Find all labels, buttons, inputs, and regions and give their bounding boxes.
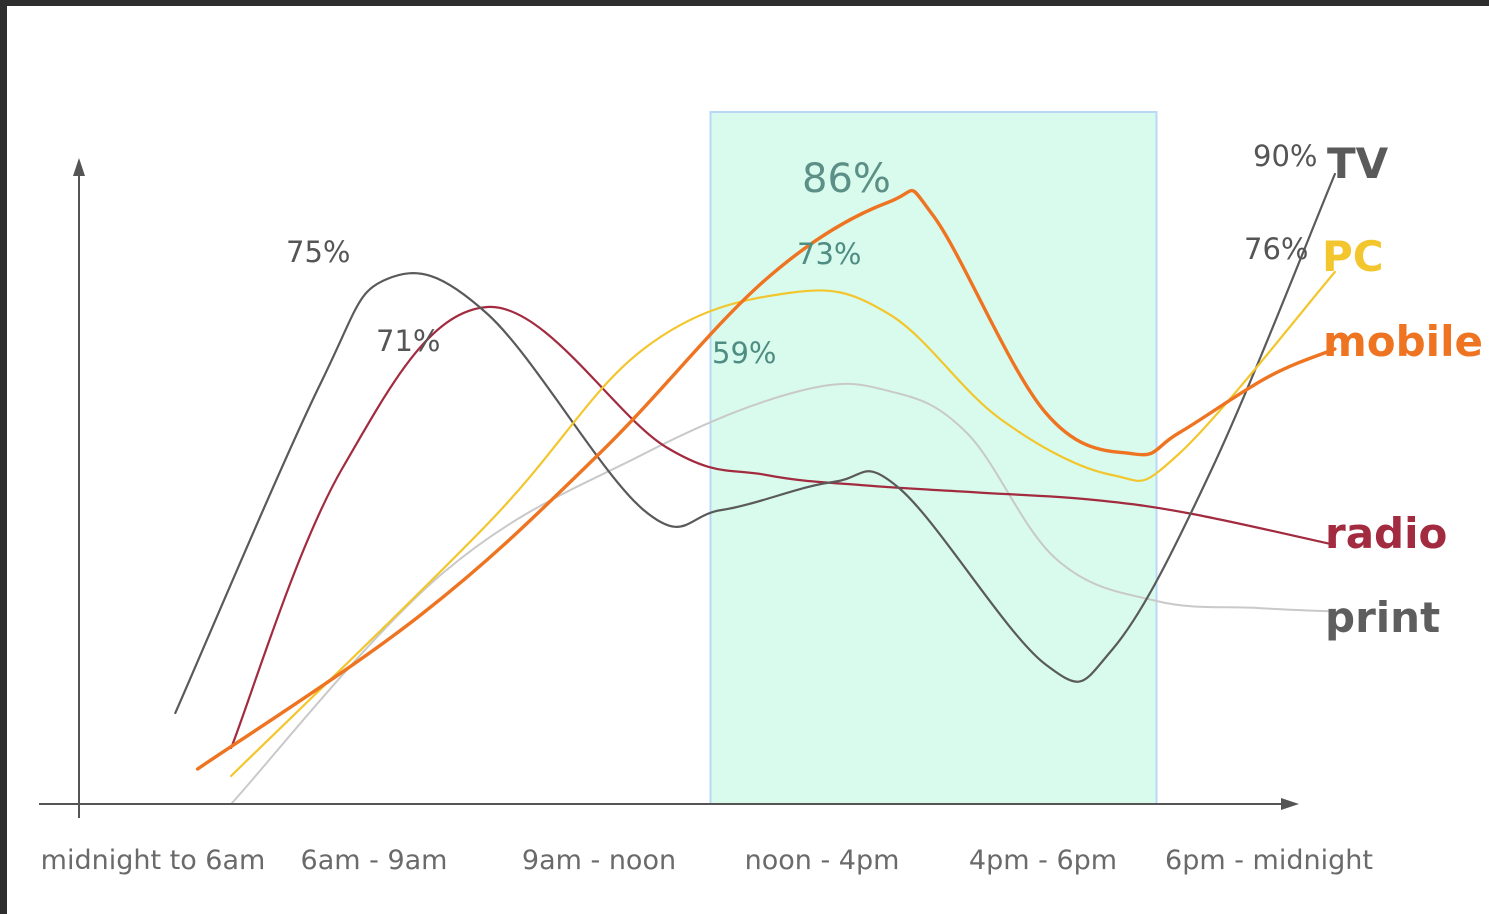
data-label-tv-90: 90% [1253, 139, 1317, 173]
tick-label-6pm-midnight: 6pm - midnight [1165, 845, 1373, 876]
legend-label-tv: TV [1327, 139, 1389, 188]
series-line-radio [230, 305, 1336, 750]
tick-label-9am-noon: 9am - noon [522, 845, 676, 876]
chart-frame: midnight to 6am 6am - 9am 9am - noon noo… [7, 6, 1489, 914]
tick-label-6am-9am: 6am - 9am [301, 845, 448, 876]
data-label-pc-76: 76% [1244, 232, 1308, 266]
series-line-tv [174, 172, 1336, 715]
tick-label-4pm-6pm: 4pm - 6pm [969, 845, 1117, 876]
legend-label-print: print [1325, 593, 1440, 642]
tick-label-noon-4pm: noon - 4pm [745, 845, 900, 876]
tick-label-midnight-6am: midnight to 6am [41, 845, 266, 876]
legend-label-pc: PC [1322, 232, 1384, 281]
series-layer [174, 172, 1337, 805]
series-line-pc [230, 270, 1336, 778]
x-axis-arrow [1281, 798, 1299, 810]
media-usage-chart: midnight to 6am 6am - 9am 9am - noon noo… [39, 111, 1483, 876]
legend-label-radio: radio [1325, 509, 1447, 558]
data-label-radio-71: 71% [376, 324, 440, 358]
data-label-tv-75: 75% [286, 235, 350, 269]
highlight-band [709, 111, 1158, 805]
series-line-print [230, 382, 1336, 805]
data-label-mobile-86: 86% [802, 156, 891, 202]
y-axis-arrow [73, 158, 85, 176]
data-label-print-59: 59% [712, 336, 776, 370]
data-label-pc-73: 73% [797, 237, 861, 271]
series-line-mobile [195, 188, 1337, 771]
legend-label-mobile: mobile [1323, 317, 1483, 366]
